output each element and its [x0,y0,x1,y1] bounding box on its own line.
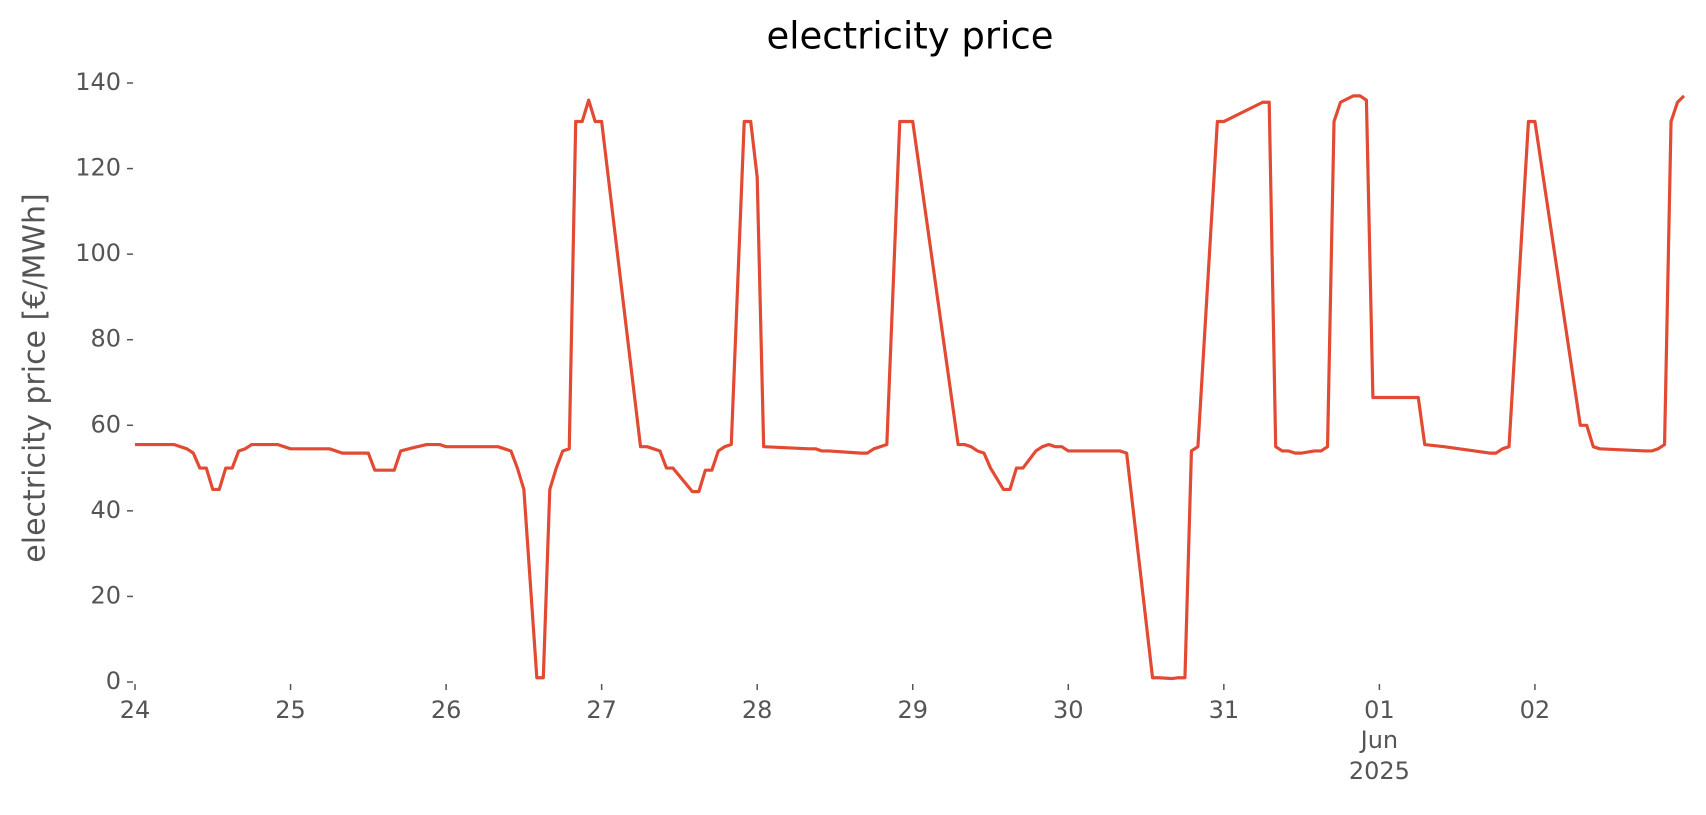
x-tick-label: 29 [897,696,928,724]
y-tick-label: 60 [90,410,121,438]
x-tick-label: 28 [742,696,773,724]
x-tick-label: 30 [1053,696,1084,724]
x-tick-label: 25 [275,696,306,724]
y-tick-label: 140 [75,68,121,96]
y-tick-label: 0 [106,667,121,695]
x-offset-label: Jun [1359,726,1399,754]
price-line [135,94,1686,681]
y-axis-label: electricity price [€/MWh] [18,193,53,562]
x-tick-label: 02 [1520,696,1551,724]
x-tick-label: 01 [1364,696,1395,724]
x-tick-label: 27 [586,696,617,724]
chart-title: electricity price [766,15,1053,58]
y-tick-label: 40 [90,496,121,524]
y-tick-label: 80 [90,325,121,353]
x-offset-label: 2025 [1349,757,1410,785]
y-tick-label: 100 [75,239,121,267]
x-tick-label: 26 [431,696,462,724]
y-tick-label: 20 [90,581,121,609]
x-tick-label: 24 [120,696,151,724]
y-tick-label: 120 [75,154,121,182]
x-tick-label: 31 [1209,696,1240,724]
